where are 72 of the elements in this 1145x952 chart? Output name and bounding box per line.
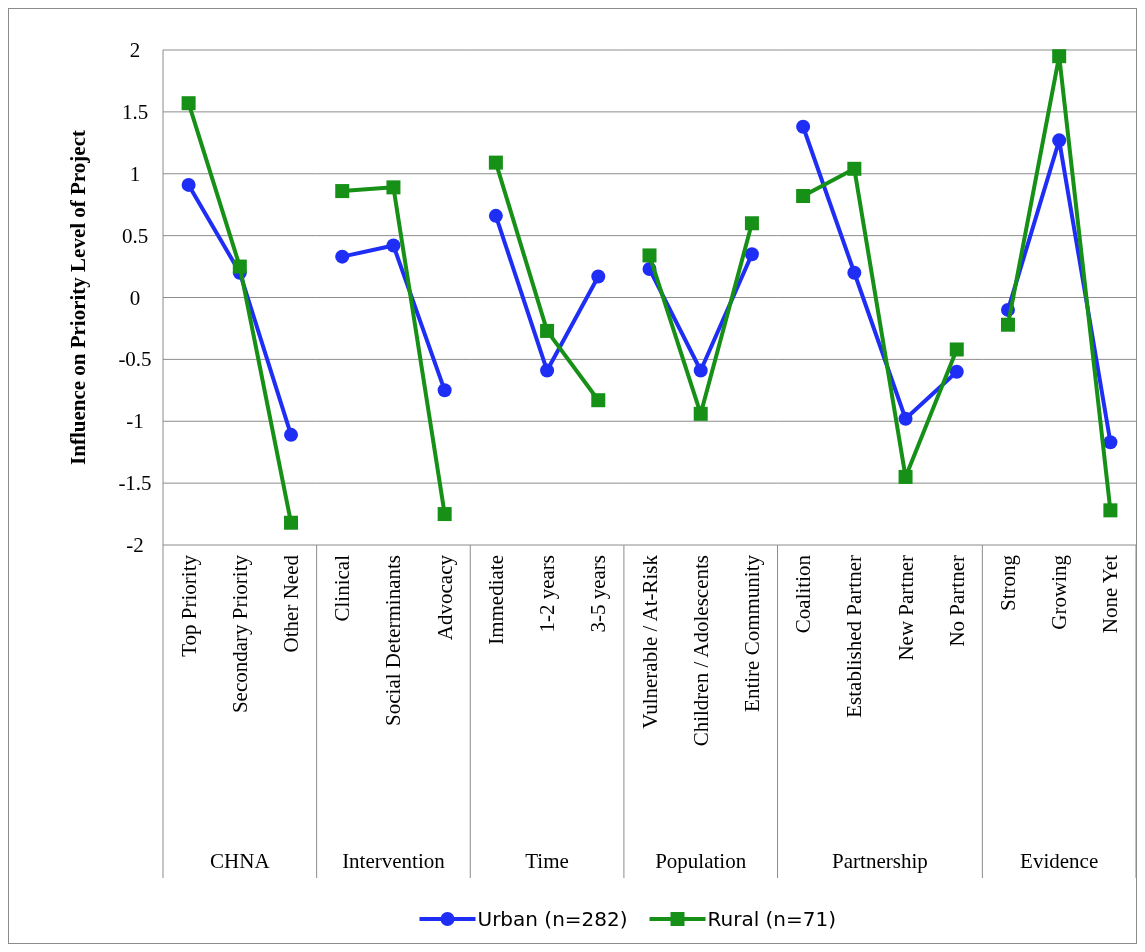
point: [1103, 503, 1118, 518]
point: [488, 155, 503, 170]
point: [796, 189, 811, 204]
x-tick-label: Growing: [1047, 554, 1072, 630]
x-tick-label: Clinical: [330, 554, 355, 622]
x-tick-label: None Yet: [1098, 554, 1123, 634]
point: [488, 208, 503, 223]
point: [591, 269, 606, 284]
point: [949, 342, 964, 357]
x-tick-label: Children / Adolescents: [688, 555, 713, 747]
point: [693, 406, 708, 421]
point: [847, 161, 862, 176]
point: [744, 216, 759, 231]
point: [386, 180, 401, 195]
x-tick-label: 3-5 years: [586, 555, 611, 633]
point: [232, 259, 247, 274]
point: [898, 469, 913, 484]
x-tick-label: Established Partner: [842, 555, 867, 718]
y-tick-label: 0.5: [121, 223, 149, 248]
x-tick-label: Entire Community: [739, 554, 764, 712]
point: [181, 177, 196, 192]
x-tick-label: Advocacy: [432, 554, 457, 641]
x-tick-label: No Partner: [944, 555, 969, 647]
x-tick-label: New Partner: [893, 555, 918, 661]
legend-label: Urban (n=282): [477, 907, 628, 931]
point: [181, 96, 196, 111]
y-axis-title: Influence on Priority Level of Project: [66, 130, 90, 465]
point: [284, 515, 299, 530]
point: [949, 364, 964, 379]
x-tick-label: Top Priority: [176, 554, 201, 657]
point: [744, 247, 759, 262]
x-tick-label: Strong: [995, 554, 1020, 612]
point: [1052, 49, 1067, 64]
point: [1000, 317, 1015, 332]
x-axis-title: Partnership: [832, 849, 928, 873]
point: [540, 323, 555, 338]
point: [1103, 435, 1118, 450]
y-tick-label: -0.5: [118, 347, 152, 372]
point: [437, 383, 452, 398]
point: [1052, 133, 1067, 148]
y-tick-label: -1: [126, 409, 144, 434]
x-axis-title: CHNA: [210, 849, 271, 873]
point: [284, 427, 299, 442]
y-tick-label: -1.5: [118, 471, 152, 496]
point: [591, 393, 606, 408]
x-tick-label: 1-2 years: [535, 555, 560, 633]
point: [335, 249, 350, 264]
y-tick-label: 0: [129, 285, 141, 310]
x-axis-title: Time: [525, 849, 569, 873]
x-tick-label: Coalition: [791, 554, 816, 634]
x-tick-label: Secondary Priority: [227, 554, 252, 714]
x-tick-label: Immediate: [483, 555, 508, 645]
point: [847, 265, 862, 280]
x-axis-title: Population: [655, 849, 747, 873]
point: [335, 184, 350, 199]
point: [642, 248, 657, 263]
x-tick-label: Vulnerable / At-Risk: [637, 554, 662, 729]
y-tick-label: 1: [129, 161, 141, 186]
point: [540, 363, 555, 378]
y-tick-label: 1.5: [121, 99, 149, 124]
point: [386, 238, 401, 253]
y-tick-label: -2: [126, 533, 144, 557]
y-tick-label: 2: [129, 38, 141, 62]
x-tick-label: Social Determinants: [381, 555, 406, 726]
x-tick-label: Other Need: [279, 554, 304, 653]
point: [796, 119, 811, 134]
x-axis-title: Intervention: [342, 849, 446, 873]
x-axis-title: Evidence: [1020, 849, 1099, 873]
point: [693, 363, 708, 378]
legend-label: Rural (n=71): [707, 907, 837, 931]
point: [898, 411, 913, 426]
point: [437, 507, 452, 522]
